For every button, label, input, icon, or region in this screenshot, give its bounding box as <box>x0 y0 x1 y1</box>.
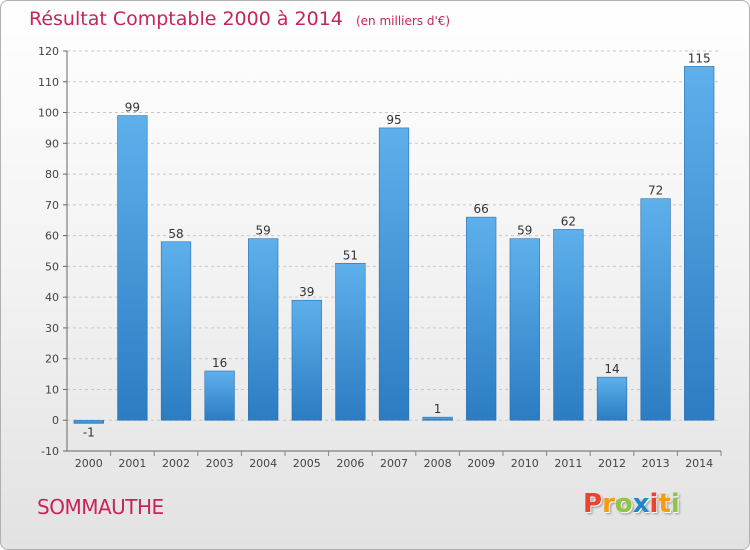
y-tick-label: 10 <box>45 383 59 396</box>
bar <box>640 198 671 421</box>
bar <box>291 299 322 421</box>
y-tick-label: 100 <box>38 107 59 120</box>
y-tick-label: 120 <box>38 45 59 58</box>
x-tick-label: 2012 <box>598 457 626 470</box>
x-tick-label: 2004 <box>249 457 277 470</box>
bar <box>509 238 540 421</box>
y-tick-label: 90 <box>45 137 59 150</box>
y-tick-label: 80 <box>45 168 59 181</box>
x-tick-label: 2006 <box>336 457 364 470</box>
bar <box>204 370 235 421</box>
axes: -10 0 10 20 30 40 50 60 70 80 90 100 110 120 2000 2001 2… <box>38 45 722 470</box>
bar <box>466 216 497 421</box>
x-tick-label: 2002 <box>162 457 190 470</box>
data-label: 51 <box>343 248 358 262</box>
bar <box>73 419 104 424</box>
data-label: 14 <box>604 362 619 376</box>
bar <box>378 127 410 421</box>
x-tick-label: 2007 <box>380 457 408 470</box>
data-label: 62 <box>561 214 576 228</box>
proxiti-logo: Proxiti <box>583 489 680 519</box>
y-tick-label: 50 <box>45 260 59 273</box>
data-label: 99 <box>125 101 140 115</box>
data-label: 66 <box>474 202 489 216</box>
data-label: 95 <box>386 113 401 127</box>
logo-letter: x <box>632 489 650 519</box>
logo-letter: i <box>649 489 659 519</box>
x-tick-label: 2010 <box>511 457 539 470</box>
logo-letter: r <box>602 489 615 519</box>
x-tick-label: 2014 <box>685 457 713 470</box>
data-label: 72 <box>648 184 663 198</box>
bar <box>248 238 279 421</box>
data-label: 16 <box>212 356 227 370</box>
chart-subtitle: (en milliers d'€) <box>355 14 451 28</box>
data-label: 1 <box>434 402 442 416</box>
y-tick-label: 70 <box>45 199 59 212</box>
data-label: 59 <box>517 224 532 238</box>
logo-letter: o <box>614 489 633 519</box>
logo-letter: i <box>670 489 680 519</box>
bar <box>553 229 584 421</box>
bar <box>160 241 192 421</box>
x-tick-label: 2011 <box>554 457 582 470</box>
x-tick-label: 2000 <box>75 457 103 470</box>
y-tick-label: 40 <box>45 291 59 304</box>
x-tick-label: 2008 <box>424 457 452 470</box>
y-tick-label: 30 <box>45 322 59 335</box>
data-labels: -1 99 58 16 59 39 51 95 1 66 59 62 14 72 115 <box>83 51 711 439</box>
x-tick-label: 2001 <box>118 457 146 470</box>
y-tick-label: 110 <box>38 76 59 89</box>
chart-title: Résultat Comptable 2000 à 2014 (en milli… <box>29 8 450 30</box>
chart-title-main: Résultat Comptable 2000 à 2014 <box>29 8 343 30</box>
y-tick-label: -10 <box>41 445 59 458</box>
data-label: 39 <box>299 285 314 299</box>
bars <box>73 66 715 424</box>
x-tick-label: 2003 <box>206 457 234 470</box>
x-tick-label: 2009 <box>467 457 495 470</box>
bar <box>684 66 715 421</box>
bar <box>422 416 453 421</box>
data-label: -1 <box>83 425 95 439</box>
logo-letter: P <box>583 489 603 519</box>
y-tick-label: 60 <box>45 230 59 243</box>
data-label: 115 <box>688 51 711 65</box>
y-tick-label: 20 <box>45 353 59 366</box>
y-tick-label: 0 <box>52 414 59 427</box>
bar <box>117 115 148 421</box>
data-label: 58 <box>168 227 183 241</box>
logo-letter: t <box>658 489 671 519</box>
x-tick-label: 2013 <box>642 457 670 470</box>
commune-name: SOMMAUTHE <box>37 495 164 519</box>
bar <box>596 376 628 421</box>
bar <box>335 263 366 421</box>
x-tick-label: 2005 <box>293 457 321 470</box>
data-label: 59 <box>256 224 271 238</box>
